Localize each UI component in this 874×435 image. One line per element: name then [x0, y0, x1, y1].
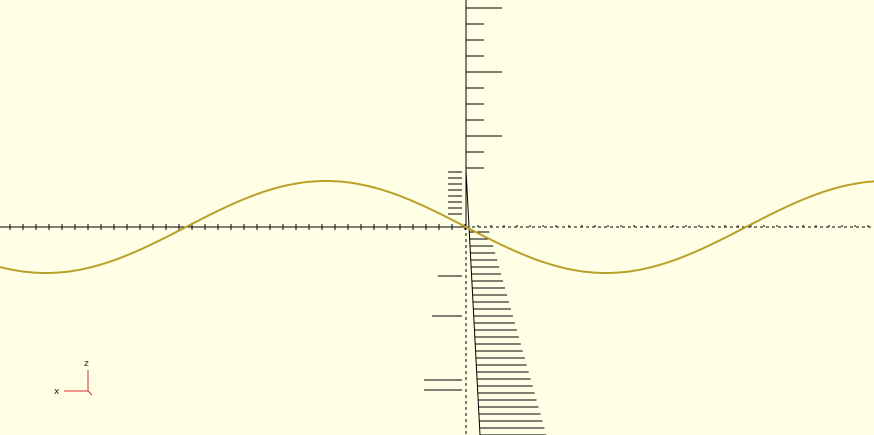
x-indicator-label: x: [54, 387, 60, 397]
axis-ticks: [9, 7, 869, 435]
y-indicator-line: [87, 390, 93, 396]
sine-curve: [0, 179, 874, 275]
axis-orientation-indicator: x z: [54, 359, 93, 397]
z-indicator-label: z: [84, 359, 89, 369]
